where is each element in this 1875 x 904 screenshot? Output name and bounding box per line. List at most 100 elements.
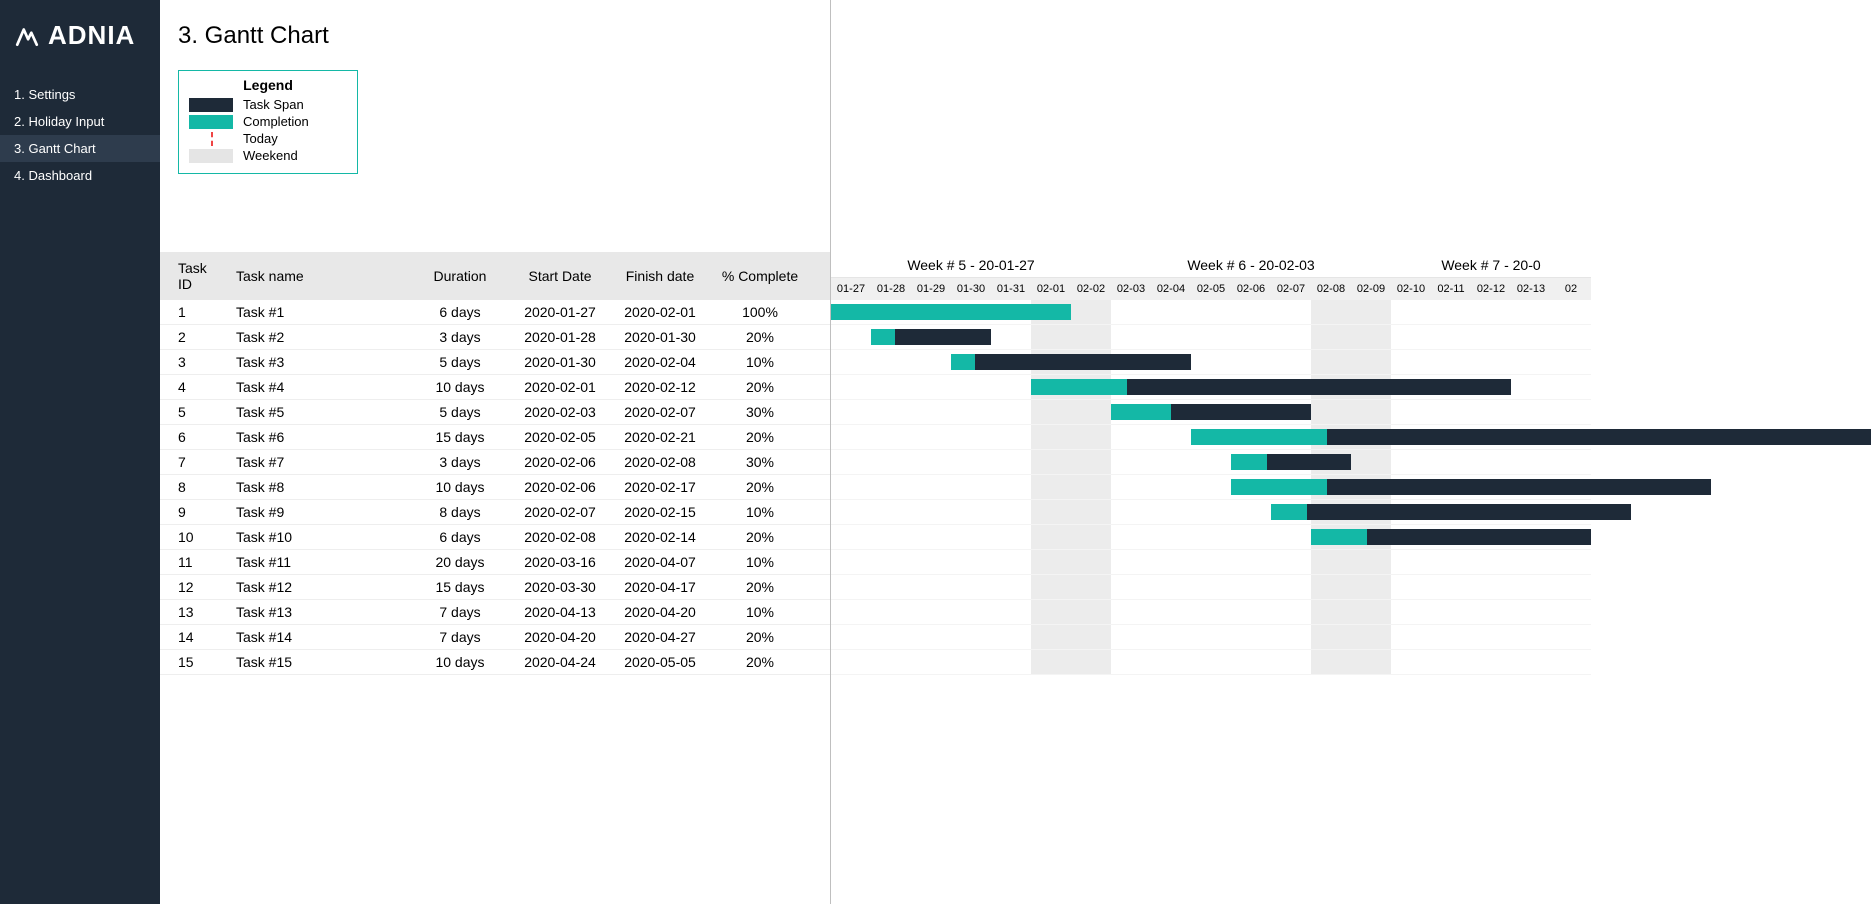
col-header-name[interactable]: Task name [230, 268, 410, 284]
cell-duration: 3 days [410, 454, 510, 470]
task-table: Task ID Task name Duration Start Date Fi… [160, 252, 830, 675]
task-bar[interactable] [951, 354, 1191, 370]
cell-pct: 20% [710, 329, 810, 345]
cell-id: 3 [160, 354, 230, 370]
gantt-row[interactable] [831, 325, 1591, 350]
gantt-row[interactable] [831, 625, 1591, 650]
cell-id: 10 [160, 529, 230, 545]
table-row[interactable]: 12Task #1215 days2020-03-302020-04-1720% [160, 575, 830, 600]
cell-finish: 2020-04-27 [610, 629, 710, 645]
gantt-row[interactable] [831, 475, 1591, 500]
col-header-id[interactable]: Task ID [160, 260, 230, 292]
table-row[interactable]: 11Task #1120 days2020-03-162020-04-0710% [160, 550, 830, 575]
cell-duration: 20 days [410, 554, 510, 570]
day-header: 02-01 [1031, 283, 1071, 295]
table-row[interactable]: 15Task #1510 days2020-04-242020-05-0520% [160, 650, 830, 675]
completion-bar [951, 354, 975, 370]
gantt-row[interactable] [831, 650, 1591, 675]
completion-bar [1111, 404, 1171, 420]
nav-item[interactable]: 3. Gantt Chart [0, 135, 160, 162]
cell-id: 9 [160, 504, 230, 520]
gantt-row[interactable] [831, 300, 1591, 325]
gantt-row[interactable] [831, 400, 1591, 425]
legend-row-weekend: Weekend [189, 148, 347, 163]
cell-start: 2020-01-28 [510, 329, 610, 345]
gantt-row[interactable] [831, 550, 1591, 575]
gantt-row[interactable] [831, 350, 1591, 375]
table-row[interactable]: 4Task #410 days2020-02-012020-02-1220% [160, 375, 830, 400]
day-header: 02-04 [1151, 283, 1191, 295]
completion-bar [831, 304, 1071, 320]
cell-pct: 20% [710, 629, 810, 645]
gantt-row[interactable] [831, 575, 1591, 600]
day-header: 02-03 [1111, 283, 1151, 295]
day-header: 02-07 [1271, 283, 1311, 295]
cell-finish: 2020-02-12 [610, 379, 710, 395]
cell-finish: 2020-02-14 [610, 529, 710, 545]
table-row[interactable]: 2Task #23 days2020-01-282020-01-3020% [160, 325, 830, 350]
gantt-row[interactable] [831, 425, 1591, 450]
gantt-area[interactable]: Week # 5 - 20-01-27Week # 6 - 20-02-03We… [830, 252, 1875, 904]
legend-swatch-taskspan [189, 98, 233, 112]
table-row[interactable]: 7Task #73 days2020-02-062020-02-0830% [160, 450, 830, 475]
cell-id: 12 [160, 579, 230, 595]
cell-name: Task #9 [230, 504, 410, 520]
cell-id: 2 [160, 329, 230, 345]
col-header-finish[interactable]: Finish date [610, 268, 710, 284]
table-row[interactable]: 8Task #810 days2020-02-062020-02-1720% [160, 475, 830, 500]
completion-bar [1031, 379, 1127, 395]
gantt-row[interactable] [831, 375, 1591, 400]
cell-name: Task #5 [230, 404, 410, 420]
col-header-start[interactable]: Start Date [510, 268, 610, 284]
table-row[interactable]: 3Task #35 days2020-01-302020-02-0410% [160, 350, 830, 375]
day-header: 02-08 [1311, 283, 1351, 295]
completion-bar [1311, 529, 1367, 545]
brand-text: ADNIA [48, 20, 135, 51]
cell-pct: 10% [710, 554, 810, 570]
cell-start: 2020-04-20 [510, 629, 610, 645]
cell-finish: 2020-02-07 [610, 404, 710, 420]
cell-start: 2020-02-08 [510, 529, 610, 545]
table-row[interactable]: 13Task #137 days2020-04-132020-04-2010% [160, 600, 830, 625]
week-header: Week # 6 - 20-02-03 [1111, 257, 1391, 273]
cell-start: 2020-04-24 [510, 654, 610, 670]
gantt-sheet: Task ID Task name Duration Start Date Fi… [160, 252, 1875, 904]
table-row[interactable]: 1Task #16 days2020-01-272020-02-01100% [160, 300, 830, 325]
cell-pct: 100% [710, 304, 810, 320]
table-row[interactable]: 6Task #615 days2020-02-052020-02-2120% [160, 425, 830, 450]
cell-duration: 15 days [410, 429, 510, 445]
cell-finish: 2020-04-17 [610, 579, 710, 595]
week-header: Week # 7 - 20-0 [1391, 257, 1591, 273]
nav-item[interactable]: 2. Holiday Input [0, 108, 160, 135]
legend-title: Legend [189, 77, 347, 93]
task-bar[interactable] [1271, 504, 1631, 520]
cell-name: Task #15 [230, 654, 410, 670]
col-header-duration[interactable]: Duration [410, 268, 510, 284]
gantt-row[interactable] [831, 525, 1591, 550]
gantt-row[interactable] [831, 600, 1591, 625]
nav-item[interactable]: 4. Dashboard [0, 162, 160, 189]
col-header-pct[interactable]: % Complete [710, 268, 810, 284]
cell-finish: 2020-02-01 [610, 304, 710, 320]
table-row[interactable]: 10Task #106 days2020-02-082020-02-1420% [160, 525, 830, 550]
cell-id: 11 [160, 554, 230, 570]
gantt-row[interactable] [831, 500, 1591, 525]
cell-duration: 10 days [410, 379, 510, 395]
cell-id: 7 [160, 454, 230, 470]
gantt-row[interactable] [831, 450, 1591, 475]
cell-duration: 8 days [410, 504, 510, 520]
table-row[interactable]: 9Task #98 days2020-02-072020-02-1510% [160, 500, 830, 525]
cell-start: 2020-02-06 [510, 479, 610, 495]
brand-mark-icon [14, 23, 40, 49]
day-header: 02-12 [1471, 283, 1511, 295]
cell-finish: 2020-04-07 [610, 554, 710, 570]
nav-item[interactable]: 1. Settings [0, 81, 160, 108]
table-row[interactable]: 14Task #147 days2020-04-202020-04-2720% [160, 625, 830, 650]
completion-bar [1231, 479, 1327, 495]
gantt-rows [831, 300, 1591, 675]
cell-duration: 7 days [410, 604, 510, 620]
cell-start: 2020-02-05 [510, 429, 610, 445]
cell-pct: 20% [710, 429, 810, 445]
table-row[interactable]: 5Task #55 days2020-02-032020-02-0730% [160, 400, 830, 425]
cell-duration: 15 days [410, 579, 510, 595]
